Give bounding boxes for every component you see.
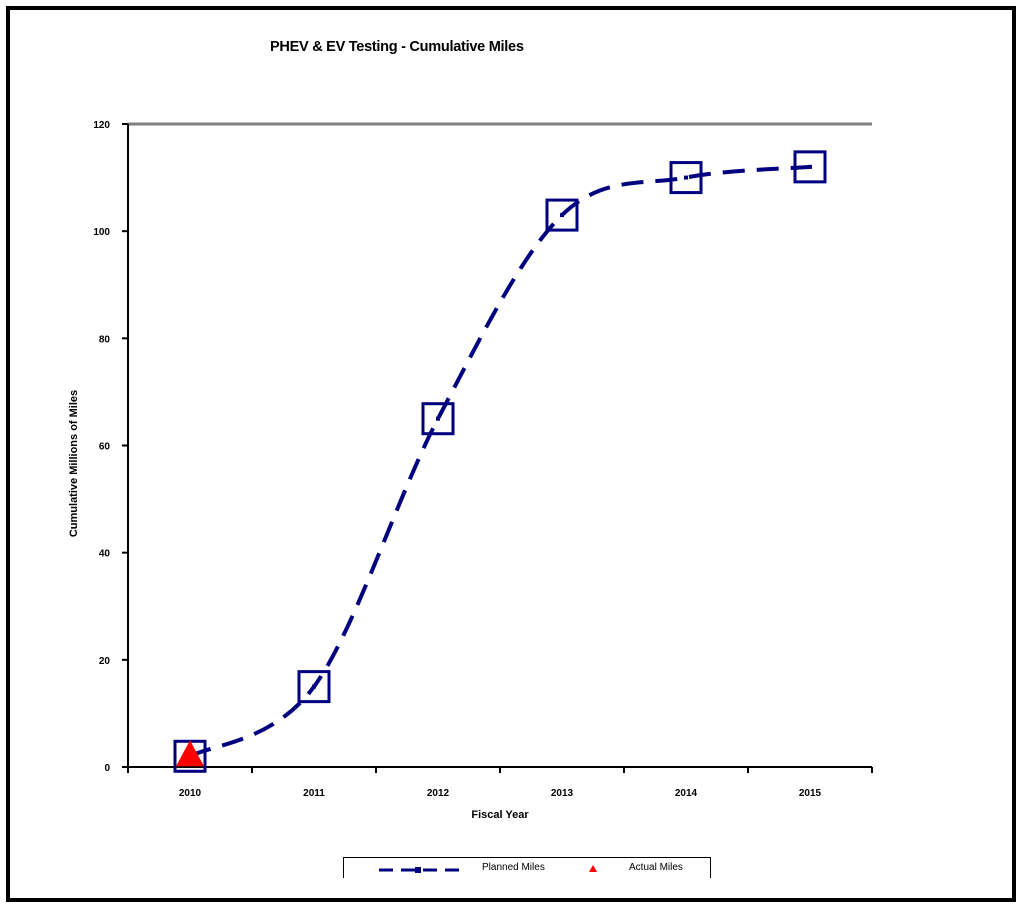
planned-miles-point [421, 402, 455, 436]
legend-planned-marker [415, 867, 421, 873]
y-tick-label: 120 [93, 120, 110, 131]
legend-actual-marker [589, 865, 597, 872]
y-tick-label: 80 [99, 334, 111, 345]
plot-area [173, 150, 827, 773]
planned-miles-point [297, 670, 331, 704]
x-tick-label: 2012 [427, 788, 450, 799]
y-tick-label: 20 [99, 656, 111, 667]
planned-miles-point-dot [808, 164, 812, 169]
legend-planned-label: Planned Miles [482, 862, 545, 873]
x-tick-label: 2013 [551, 788, 574, 799]
planned-miles-point [669, 161, 703, 195]
y-tick-label: 0 [104, 763, 110, 774]
y-tick-label: 100 [93, 227, 110, 238]
planned-miles-point [793, 150, 827, 184]
y-axis-label: Cumulative Millions of Miles [68, 390, 80, 537]
y-tick-label: 60 [99, 442, 111, 453]
legend: Planned Miles Actual Miles [343, 857, 711, 878]
x-tick-label: 2015 [799, 788, 822, 799]
planned-miles-point-dot [312, 684, 316, 689]
planned-miles-point-dot [560, 213, 564, 218]
legend-actual-label: Actual Miles [629, 862, 683, 873]
x-tick-label: 2014 [675, 788, 698, 799]
x-tick-label: 2011 [303, 788, 325, 799]
x-axis-label: Fiscal Year [471, 809, 529, 821]
y-tick-label: 40 [99, 549, 111, 560]
planned-miles-point [545, 198, 579, 232]
planned-miles-point-dot [436, 416, 440, 421]
x-tick-label: 2010 [179, 788, 202, 799]
planned-miles-point-dot [684, 175, 688, 180]
chart-title: PHEV & EV Testing - Cumulative Miles [270, 38, 524, 55]
axes: 0 20 40 60 80 100 120 2010 2011 2012 2013 2014 2015 F… [68, 120, 873, 821]
planned-miles-line [189, 164, 811, 759]
actual-miles-point [176, 740, 204, 767]
